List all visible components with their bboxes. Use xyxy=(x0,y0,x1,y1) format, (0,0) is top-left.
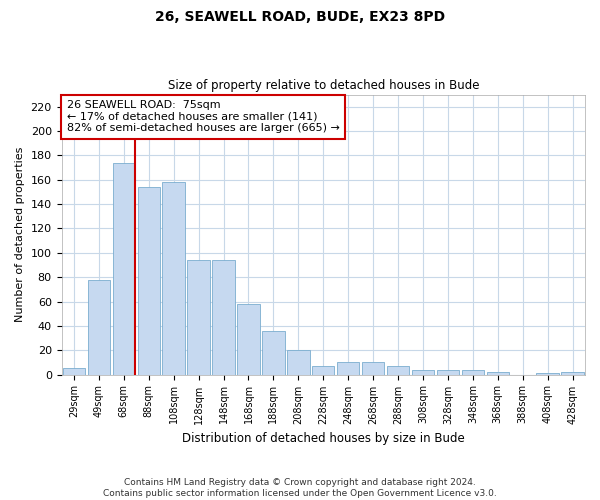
Bar xyxy=(362,362,385,374)
Bar xyxy=(412,370,434,374)
Bar xyxy=(237,304,260,374)
Bar xyxy=(137,187,160,374)
Y-axis label: Number of detached properties: Number of detached properties xyxy=(15,147,25,322)
Bar xyxy=(163,182,185,374)
Bar xyxy=(88,280,110,374)
Text: Contains HM Land Registry data © Crown copyright and database right 2024.
Contai: Contains HM Land Registry data © Crown c… xyxy=(103,478,497,498)
Bar xyxy=(287,350,310,374)
Bar xyxy=(212,260,235,374)
Bar xyxy=(461,370,484,374)
Title: Size of property relative to detached houses in Bude: Size of property relative to detached ho… xyxy=(167,79,479,92)
Bar xyxy=(562,372,584,374)
Bar xyxy=(63,368,85,374)
Bar xyxy=(337,362,359,374)
Text: 26 SEAWELL ROAD:  75sqm
← 17% of detached houses are smaller (141)
82% of semi-d: 26 SEAWELL ROAD: 75sqm ← 17% of detached… xyxy=(67,100,340,134)
Bar xyxy=(487,372,509,374)
Bar xyxy=(113,162,135,374)
Bar xyxy=(312,366,334,374)
Bar xyxy=(437,370,459,374)
X-axis label: Distribution of detached houses by size in Bude: Distribution of detached houses by size … xyxy=(182,432,464,445)
Text: 26, SEAWELL ROAD, BUDE, EX23 8PD: 26, SEAWELL ROAD, BUDE, EX23 8PD xyxy=(155,10,445,24)
Bar xyxy=(387,366,409,374)
Bar xyxy=(262,330,284,374)
Bar xyxy=(187,260,210,374)
